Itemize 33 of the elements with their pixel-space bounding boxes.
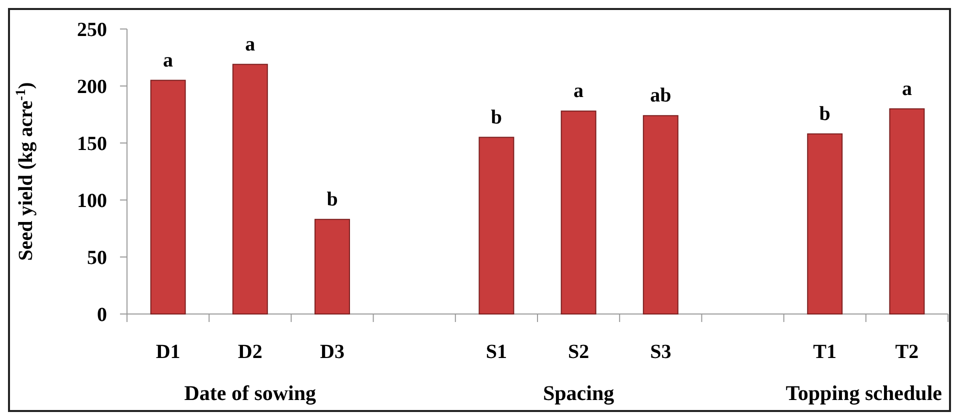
y-tick-label: 150 (77, 133, 107, 155)
y-tick-label: 50 (87, 247, 107, 269)
text: Date of sowing (184, 381, 317, 405)
annotation: b (819, 102, 830, 125)
x-tick-label: T1 (813, 341, 837, 363)
text: Spacing (542, 381, 615, 405)
x-tick-label: S3 (650, 341, 672, 363)
annotation: a (902, 78, 912, 100)
bar (232, 64, 268, 314)
y-tick-label: 100 (77, 190, 107, 212)
annotation: ab (650, 84, 672, 107)
annotation: a (574, 80, 584, 102)
bar (478, 136, 514, 314)
bar (642, 115, 678, 314)
text: Topping schedule (786, 381, 942, 405)
y-tick-label: 0 (97, 304, 107, 326)
y-tick-label: 250 (77, 19, 107, 41)
bar (560, 110, 596, 314)
x-tick-label: D1 (156, 341, 180, 363)
annotation: a (163, 49, 174, 72)
annotation: a (245, 33, 256, 56)
bar (807, 133, 843, 314)
x-tick-label: T2 (895, 341, 919, 363)
annotation: b (326, 188, 338, 210)
x-tick-label: D2 (238, 341, 262, 363)
annotation: b (490, 106, 502, 128)
x-tick-label: S1 (486, 341, 508, 363)
x-tick-label: S2 (568, 341, 590, 363)
y-tick-label: 200 (77, 76, 107, 98)
bar (314, 218, 350, 314)
bar (889, 108, 925, 314)
x-tick-label: D3 (320, 341, 344, 363)
bar (150, 80, 186, 314)
